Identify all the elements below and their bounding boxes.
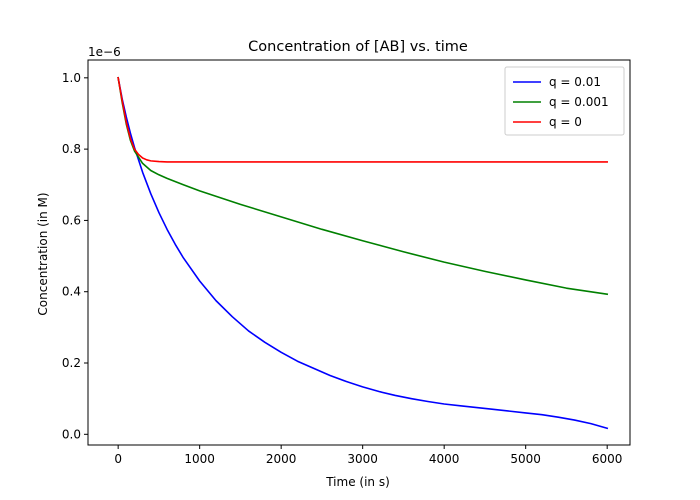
series-line-0 [117, 76, 609, 430]
plot-area: 0 1000 2000 3000 4000 5000 6000 0.0 0.2 0.4 0.6 0.8… [62, 59, 631, 466]
series-layer [117, 76, 609, 430]
y-axis-offset-text: 1e−6 [88, 45, 121, 59]
chart-title: Concentration of [AB] vs. time [248, 39, 468, 55]
y-tick-label: 1.0 [62, 71, 81, 85]
axes-frame [87, 59, 631, 446]
x-axis-label: Time (in s) [325, 475, 390, 489]
x-tick-label: 6000 [592, 452, 623, 466]
legend-label-0: q = 0.01 [549, 75, 601, 89]
x-tick-label: 5000 [510, 452, 541, 466]
x-tick-label: 0 [114, 452, 122, 466]
x-tick-label: 4000 [429, 452, 460, 466]
y-tick-label: 0.0 [62, 427, 81, 441]
series-line-2 [117, 76, 608, 163]
y-tick-label: 0.4 [62, 285, 81, 299]
y-tick-label: 0.6 [62, 213, 81, 227]
y-tick-label: 0.2 [62, 356, 81, 370]
legend-label-2: q = 0 [549, 115, 582, 129]
y-tick-label: 0.8 [62, 142, 81, 156]
x-tick-label: 3000 [347, 452, 378, 466]
legend: q = 0.01 q = 0.001 q = 0 [504, 66, 625, 136]
legend-label-1: q = 0.001 [549, 95, 609, 109]
x-tick-label: 2000 [266, 452, 297, 466]
x-tick-label: 1000 [184, 452, 215, 466]
ticks-layer: 0 1000 2000 3000 4000 5000 6000 0.0 0.2 0.4 0.6 0.8… [62, 71, 623, 466]
legend-box [504, 66, 625, 136]
y-axis-label: Concentration (in M) [36, 192, 50, 315]
